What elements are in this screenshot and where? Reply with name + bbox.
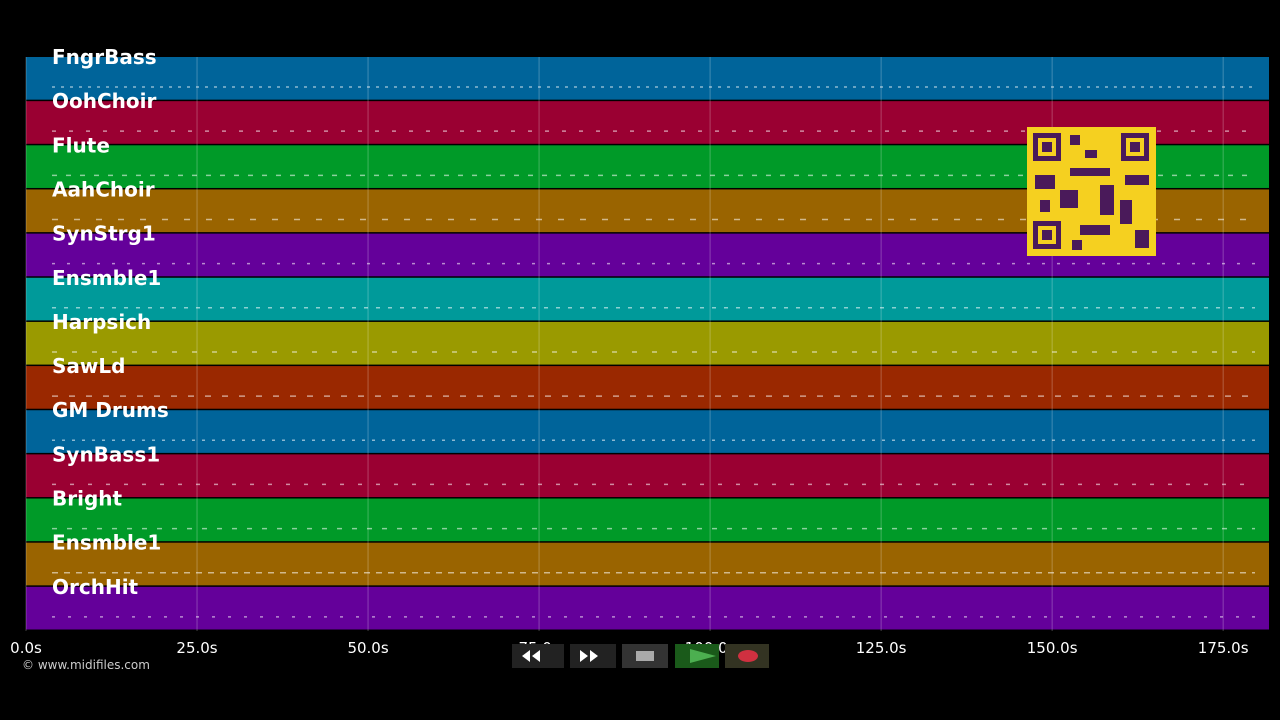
track-name: FngrBass <box>52 45 157 69</box>
time-tick-label: 50.0s <box>347 639 388 657</box>
play-icon <box>690 649 716 663</box>
time-tick-label: 0.0s <box>10 639 42 657</box>
track-name: AahChoir <box>52 177 155 201</box>
track-lane <box>26 586 1269 630</box>
transport-controls <box>512 644 769 668</box>
track-name: Flute <box>52 133 110 157</box>
time-tick-label: 150.0s <box>1027 639 1078 657</box>
track-name: OrchHit <box>52 575 139 599</box>
qr-code <box>1027 127 1156 256</box>
track-name: SawLd <box>52 354 125 378</box>
notes <box>52 86 1255 618</box>
track-lane <box>26 57 1269 100</box>
track-lane <box>26 498 1269 542</box>
track-name: Bright <box>52 487 123 511</box>
time-tick-label: 125.0s <box>856 639 907 657</box>
credit: © www.midifiles.com <box>22 658 150 672</box>
track-lane <box>26 321 1269 365</box>
track-name: Ensmble1 <box>52 531 161 555</box>
track-lane <box>26 277 1269 321</box>
track-name: GM Drums <box>52 398 169 422</box>
track-lane <box>26 366 1269 409</box>
track-name: SynBass1 <box>52 442 160 466</box>
fast-forward-icon <box>580 650 598 662</box>
stop-icon <box>636 651 654 661</box>
track-name: Ensmble1 <box>52 266 161 290</box>
rewind-icon <box>522 650 540 662</box>
time-tick-label: 175.0s <box>1198 639 1249 657</box>
track-name: OohChoir <box>52 89 156 113</box>
track-labels: FngrBass OohChoir Flute AahChoir SynStrg1 Ens… <box>52 45 169 599</box>
time-tick-label: 25.0s <box>176 639 217 657</box>
record-icon <box>738 650 758 662</box>
track-lane <box>26 410 1269 453</box>
time-axis: 0.0s25.0s50.0s75.0s100.0s125.0s150.0s175… <box>10 639 1249 657</box>
track-name: Harpsich <box>52 310 151 334</box>
track-name: SynStrg1 <box>52 222 156 246</box>
track-lane <box>26 454 1269 498</box>
track-lane <box>26 542 1269 586</box>
